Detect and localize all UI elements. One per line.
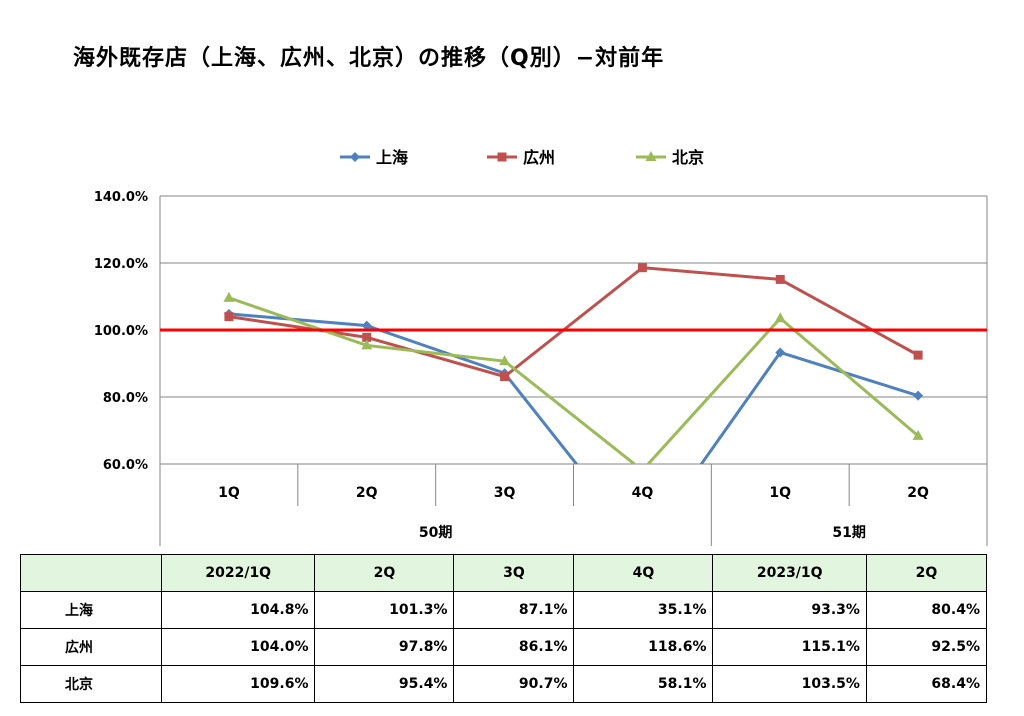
data-point (500, 372, 510, 382)
series-line (228, 296, 920, 464)
series-上海 (223, 308, 924, 552)
table-header-cell: 2023/1Q (712, 554, 867, 592)
table-cell: 103.5% (712, 665, 867, 703)
series-line (228, 312, 919, 464)
table-body: 上海 104.8% 101.3% 87.1% 35.1% 93.3% 80.4% 広州 104.… (20, 591, 988, 703)
table-cell: 35.1% (573, 591, 714, 629)
table-cell: 97.8% (314, 628, 455, 666)
data-point (775, 347, 786, 358)
x-tick-label: 4Q (632, 485, 654, 501)
table-header-cell (20, 554, 162, 592)
x-tick-label: 3Q (494, 485, 516, 501)
line-chart: 上海 広州 北京 60.0% 80.0% 100.0% 120.0% 140.0% 1Q 2Q… (94, 148, 988, 552)
series-広州 (224, 263, 923, 382)
table-header-cell: 4Q (573, 554, 714, 592)
y-tick-label: 80.0% (103, 391, 148, 406)
table-row: 上海 104.8% 101.3% 87.1% 35.1% 93.3% 80.4% (20, 591, 988, 629)
x-group-label: 51期 (832, 525, 865, 541)
table-cell: 86.1% (453, 628, 575, 666)
legend-item: 広州 (487, 148, 555, 167)
table-row: 北京 109.6% 95.4% 90.7% 58.1% 103.5% 68.4% (20, 665, 988, 703)
row-label: 広州 (20, 628, 162, 666)
data-point (362, 332, 372, 342)
table-cell: 104.0% (160, 628, 316, 666)
y-tick-label: 60.0% (103, 458, 148, 473)
data-point (913, 390, 924, 401)
data-point (637, 464, 648, 474)
row-label: 上海 (20, 591, 162, 629)
x-tick-label: 1Q (218, 485, 240, 501)
y-tick-label: 140.0% (94, 190, 148, 205)
table-cell: 68.4% (865, 665, 988, 703)
legend-item: 上海 (340, 148, 408, 167)
table-cell: 118.6% (573, 628, 714, 666)
data-point (350, 152, 360, 162)
legend-label: 広州 (523, 148, 555, 167)
x-tick-label: 2Q (907, 485, 929, 501)
data-point (775, 274, 785, 284)
table-cell: 109.6% (160, 665, 316, 703)
table-header-cell: 3Q (453, 554, 575, 592)
table-cell: 104.8% (160, 591, 316, 629)
data-point (774, 312, 786, 323)
series-北京 (223, 291, 924, 474)
table-cell: 80.4% (865, 591, 988, 629)
x-tick-label: 1Q (769, 485, 791, 501)
data-point (224, 312, 234, 322)
data-point (223, 291, 235, 302)
table-header-cell: 2Q (314, 554, 455, 592)
table-cell: 95.4% (314, 665, 455, 703)
table-cell: 93.3% (712, 591, 867, 629)
data-point (361, 339, 373, 350)
table-header-cell: 2Q (865, 554, 988, 592)
y-tick-label: 120.0% (94, 257, 148, 272)
table-cell: 58.1% (573, 665, 714, 703)
table-row: 広州 104.0% 97.8% 86.1% 118.6% 115.1% 92.5% (20, 628, 988, 666)
data-point (912, 429, 924, 440)
x-tick-label: 2Q (356, 485, 378, 501)
legend-item: 北京 (636, 148, 704, 167)
data-point (499, 355, 511, 366)
legend-label: 上海 (376, 148, 408, 167)
series-line (228, 266, 919, 379)
chart-title: 海外既存店（上海、広州、北京）の推移（Q別）−対前年 (73, 46, 665, 71)
data-point (361, 320, 372, 331)
x-axis: 1Q 2Q 3Q 4Q 1Q 2Q 50期 51期 (159, 196, 988, 546)
data-point (645, 151, 657, 161)
table-cell: 87.1% (453, 591, 575, 629)
table-header-row: 2022/1Q 2Q 3Q 4Q 2023/1Q 2Q (20, 554, 988, 592)
data-point (637, 263, 647, 273)
row-label: 北京 (20, 665, 162, 703)
data-table: 2022/1Q 2Q 3Q 4Q 2023/1Q 2Q 上海 104.8% 101.3% 87.… (20, 554, 988, 703)
data-point (497, 152, 507, 162)
table-cell: 90.7% (453, 665, 575, 703)
y-tick-label: 100.0% (94, 324, 148, 339)
table-header-cell: 2022/1Q (160, 554, 316, 592)
table-cell: 92.5% (865, 628, 988, 666)
data-point (637, 542, 647, 552)
legend-label: 北京 (672, 148, 704, 167)
series-layer (223, 263, 924, 552)
x-group-label: 50期 (419, 525, 452, 541)
table-cell: 115.1% (712, 628, 867, 666)
chart-legend: 上海 広州 北京 (340, 148, 704, 167)
data-point (913, 350, 923, 360)
table-cell: 101.3% (314, 591, 455, 629)
y-axis: 60.0% 80.0% 100.0% 120.0% 140.0% (94, 190, 148, 473)
